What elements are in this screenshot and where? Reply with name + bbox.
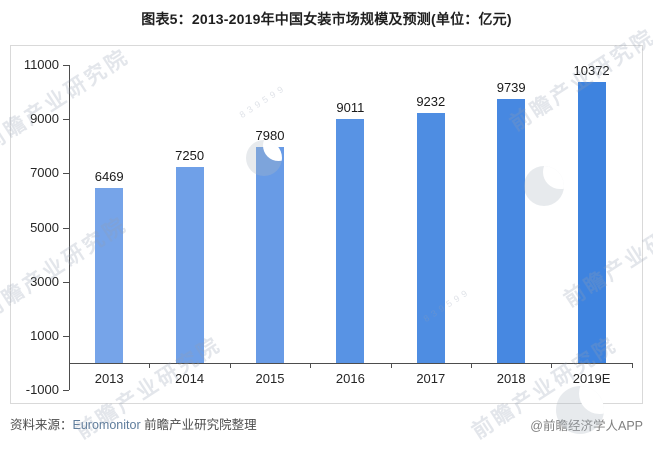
source-euromonitor: Euromonitor xyxy=(72,418,141,432)
source-org: 前瞻产业研究院整理 xyxy=(140,418,257,432)
y-tick xyxy=(63,227,69,229)
x-tick xyxy=(631,363,633,368)
x-axis-label: 2017 xyxy=(416,371,446,386)
y-tick xyxy=(63,281,69,283)
x-axis-label: 2019E xyxy=(572,371,611,386)
y-axis-label: 3000 xyxy=(30,273,59,289)
bar xyxy=(497,99,526,363)
x-tick xyxy=(149,363,151,368)
y-axis-label: 5000 xyxy=(30,219,59,235)
bar-value-label: 9739 xyxy=(496,80,526,95)
chart-container: 11000 9000 7000 5000 3000 1000 -1000 6469 2013 72… xyxy=(10,45,643,404)
y-axis-label: 1000 xyxy=(30,327,59,343)
y-tick xyxy=(63,119,69,121)
x-tick xyxy=(471,363,472,368)
bar-value-label: 7980 xyxy=(255,128,285,143)
x-axis-label: 2015 xyxy=(255,371,285,386)
source-label: 资料来源： xyxy=(10,418,73,432)
x-axis-label: 2018 xyxy=(496,371,526,386)
bar-value-label: 10372 xyxy=(573,63,610,78)
bar xyxy=(175,167,204,363)
y-axis-label: 7000 xyxy=(30,165,59,181)
y-axis-label: 11000 xyxy=(23,56,59,72)
x-tick xyxy=(69,363,70,368)
x-tick xyxy=(551,363,553,368)
bar xyxy=(95,188,124,363)
x-axis xyxy=(69,363,632,364)
bar xyxy=(336,119,365,363)
bar-value-label: 9232 xyxy=(416,94,446,109)
y-axis-label: -1000 xyxy=(25,382,59,398)
bar-chart: 11000 9000 7000 5000 3000 1000 -1000 6469 2013 72… xyxy=(11,46,642,403)
bar-value-label: 6469 xyxy=(94,169,124,184)
y-tick xyxy=(63,64,69,66)
credit-note: @前瞻经济学人APP xyxy=(530,419,643,433)
bar xyxy=(256,147,284,363)
page-title: 图表5：2013-2019年中国女装市场规模及预测(单位：亿元) xyxy=(141,11,512,27)
x-axis-label: 2016 xyxy=(335,371,365,386)
x-axis-label: 2014 xyxy=(175,371,205,386)
bar-value-label: 9011 xyxy=(336,100,365,115)
y-tick xyxy=(63,173,69,175)
x-axis-label: 2013 xyxy=(94,371,124,386)
bar xyxy=(577,82,606,363)
x-tick xyxy=(310,363,312,368)
y-axis-label: 9000 xyxy=(30,111,59,127)
y-tick xyxy=(63,335,69,337)
bar-value-label: 7250 xyxy=(175,148,205,163)
y-tick xyxy=(63,390,69,392)
x-tick xyxy=(229,363,231,368)
y-axis xyxy=(69,65,70,390)
source-note: 资料来源：Euromonitor 前瞻产业研究院整理 xyxy=(10,414,257,433)
x-tick xyxy=(390,363,392,368)
bar xyxy=(416,113,445,363)
